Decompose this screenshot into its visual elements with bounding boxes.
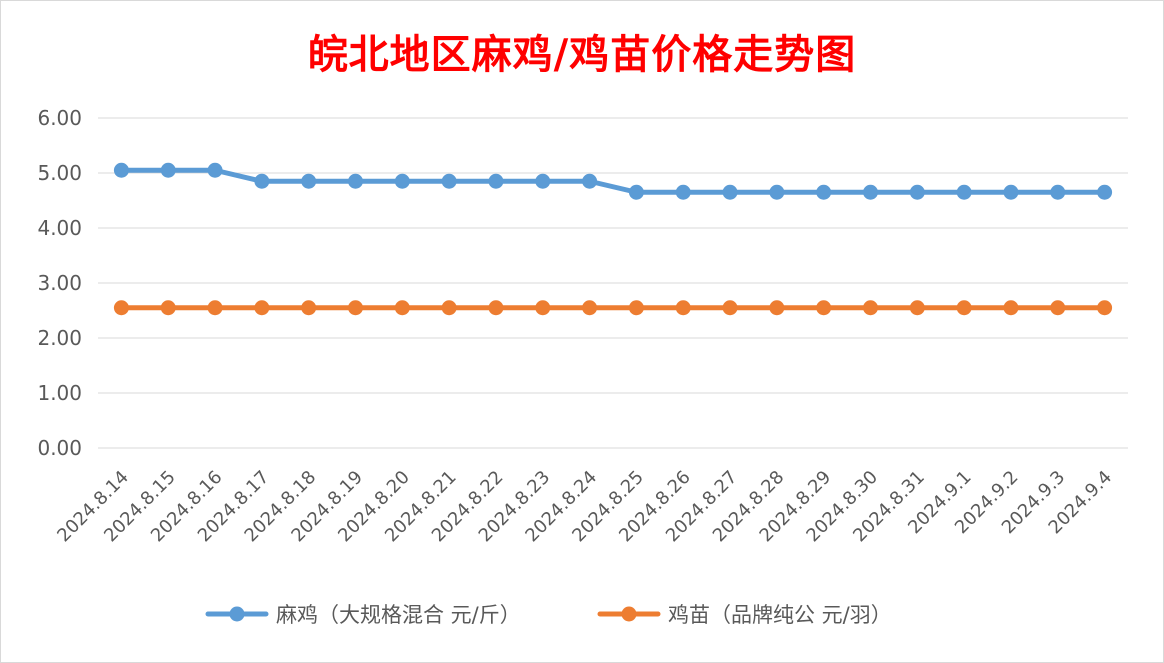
- data-point-series-1: [1097, 184, 1113, 200]
- data-point-series-1: [769, 184, 785, 200]
- y-tick-label: 5.00: [37, 161, 82, 185]
- data-point-series-2: [956, 300, 972, 316]
- y-tick-label: 0.00: [37, 436, 82, 460]
- data-point-series-2: [582, 300, 598, 316]
- data-point-series-1: [956, 184, 972, 200]
- data-point-series-2: [722, 300, 738, 316]
- data-point-series-1: [160, 162, 176, 178]
- data-point-series-1: [207, 162, 223, 178]
- data-point-series-2: [863, 300, 878, 316]
- y-tick-label: 3.00: [37, 271, 82, 295]
- data-point-series-2: [394, 300, 410, 316]
- y-tick-label: 6.00: [37, 106, 82, 130]
- legend-marker-1: [229, 606, 245, 622]
- data-point-series-2: [675, 300, 691, 316]
- data-point-series-2: [488, 300, 504, 316]
- data-point-series-2: [441, 300, 457, 316]
- data-point-series-1: [535, 173, 551, 189]
- y-tick-label: 4.00: [37, 216, 82, 240]
- data-point-series-1: [488, 173, 504, 189]
- data-point-series-1: [394, 173, 410, 189]
- data-point-series-2: [769, 300, 785, 316]
- y-tick-label: 1.00: [37, 381, 82, 405]
- data-point-series-2: [348, 300, 363, 316]
- y-tick-label: 2.00: [37, 326, 82, 350]
- data-point-series-2: [160, 300, 176, 316]
- data-point-series-1: [113, 162, 129, 178]
- data-point-series-2: [1097, 300, 1113, 316]
- data-point-series-2: [207, 300, 223, 316]
- series-line-1: [118, 167, 1108, 195]
- data-point-series-2: [1050, 300, 1066, 316]
- data-point-series-1: [816, 184, 832, 200]
- data-point-series-1: [301, 173, 317, 189]
- legend-label-1: 麻鸡（大规格混合 元/斤）: [276, 603, 521, 627]
- data-point-series-1: [348, 173, 363, 189]
- data-point-series-2: [301, 300, 317, 316]
- chart-title: 皖北地区麻鸡/鸡苗价格走势图: [307, 31, 857, 78]
- legend-label-2: 鸡苗（品牌纯公 元/羽）: [668, 603, 892, 627]
- data-point-series-1: [628, 184, 644, 200]
- data-point-series-2: [1003, 300, 1019, 316]
- data-point-series-2: [254, 300, 270, 316]
- data-point-series-1: [675, 184, 691, 200]
- data-point-series-2: [113, 300, 129, 316]
- data-point-series-2: [535, 300, 551, 316]
- data-point-series-2: [628, 300, 644, 316]
- legend-marker-2: [621, 606, 637, 622]
- data-point-series-1: [254, 173, 270, 189]
- data-point-series-1: [582, 173, 598, 189]
- data-point-series-1: [863, 184, 878, 200]
- data-point-series-1: [1050, 184, 1066, 200]
- data-point-series-2: [816, 300, 832, 316]
- data-point-series-2: [909, 300, 925, 316]
- data-point-series-1: [441, 173, 457, 189]
- data-point-series-1: [1003, 184, 1019, 200]
- data-point-series-1: [909, 184, 925, 200]
- data-point-series-1: [722, 184, 738, 200]
